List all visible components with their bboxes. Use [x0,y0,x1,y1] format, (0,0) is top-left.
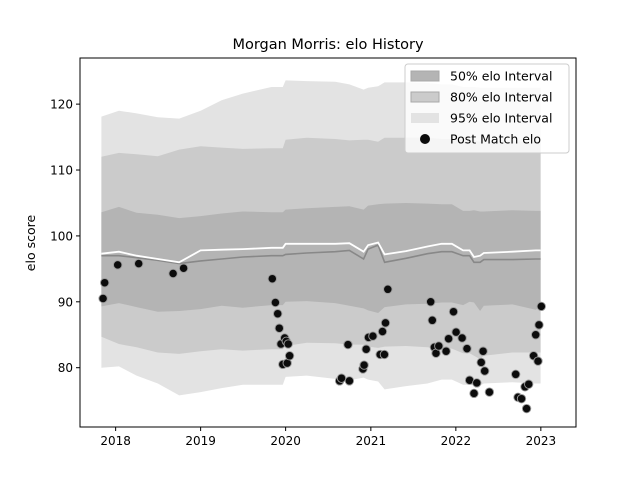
legend-entry: 50% elo Interval [450,69,552,84]
post-match-point [359,360,369,370]
y-tick-label: 120 [50,98,73,112]
x-tick-label: 2021 [356,434,387,448]
post-match-point [516,394,527,404]
post-match-point [534,320,544,330]
post-match-point [168,268,178,279]
legend: 50% elo Interval 80% elo Interval 95% elo … [404,63,570,154]
legend-swatch [410,91,440,103]
post-match-point [361,344,371,354]
legend-swatch [411,113,439,123]
legend-entry: Post Match elo [450,132,541,147]
post-match-point [426,297,436,307]
post-match-point [270,297,281,308]
post-match-point [443,334,454,344]
post-match-point [469,388,479,399]
post-match-point [484,387,495,397]
legend-marker [420,134,430,144]
x-tick-label: 2018 [100,434,131,448]
post-match-point [343,339,353,350]
legend-entry: 80% elo Interval [450,90,552,105]
y-tick-label: 90 [58,295,73,309]
post-match-point [434,341,444,351]
chart-title: Morgan Morris: elo History [232,37,424,53]
median-elo-line [101,244,541,265]
post-match-point [377,326,388,337]
post-match-point [478,346,488,356]
y-axis-label: elo score [23,215,38,272]
post-match-point [383,284,393,294]
post-match-point [476,357,486,368]
post-match-point [273,309,283,319]
post-match-point [524,379,534,389]
post-match-point [368,331,378,341]
post-match-point [448,307,459,317]
x-tick-label: 2023 [526,434,557,448]
axes: 2018 2019 2020 2021 2022 2023 80 90 100 110 120 [50,57,577,448]
plot-area [98,80,546,414]
post-match-point [134,258,144,269]
post-match-point [267,274,277,284]
post-match-point [536,301,546,312]
post-match-point [462,343,472,354]
post-match-point [531,330,541,340]
post-match-point [98,293,108,304]
post-match-point [113,260,123,270]
post-match-point [336,373,347,383]
post-match-point [379,349,390,360]
mean-elo-line [101,241,541,264]
post-match-point [441,346,451,356]
post-match-point [533,356,543,366]
y-tick-label: 100 [50,229,73,243]
plot-content [98,80,546,414]
post-match-point [178,263,189,273]
x-tick-label: 2022 [441,434,472,448]
post-match-point [521,403,532,414]
legend-box [404,63,570,154]
y-tick-label: 110 [50,164,73,178]
post-match-point [380,318,391,328]
post-match-point [283,339,293,349]
post-match-point [100,278,110,288]
post-match-point [344,376,355,386]
post-match-point [284,351,295,361]
x-tick-label: 2019 [185,434,216,448]
post-match-point [472,378,482,388]
post-match-point [511,369,521,379]
axes-frame [79,57,577,428]
x-tick-label: 2020 [270,434,301,448]
legend-swatch [410,70,440,82]
post-match-point [457,333,467,343]
y-tick-label: 80 [58,361,73,375]
post-match-point [480,366,490,376]
post-match-point [451,327,461,337]
post-match-point [427,315,437,325]
band-50-percent [101,203,541,313]
legend-entry: 95% elo Interval [450,111,552,126]
post-match-point [274,323,284,333]
